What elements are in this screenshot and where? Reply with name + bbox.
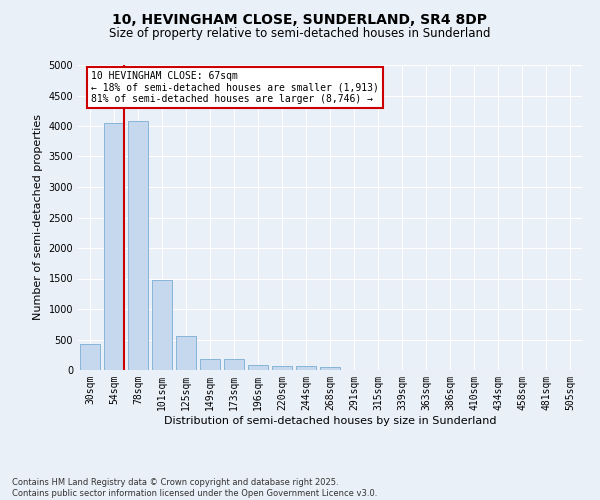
Bar (152, 280, 172, 370)
Bar (128, 121, 148, 370)
Bar (80, 344, 100, 370)
Bar (104, 123, 124, 370)
Y-axis label: Number of semi-detached properties: Number of semi-detached properties (33, 114, 43, 320)
Bar (296, 366, 316, 370)
Text: Contains HM Land Registry data © Crown copyright and database right 2025.
Contai: Contains HM Land Registry data © Crown c… (12, 478, 377, 498)
Text: 10, HEVINGHAM CLOSE, SUNDERLAND, SR4 8DP: 10, HEVINGHAM CLOSE, SUNDERLAND, SR4 8DP (113, 12, 487, 26)
Bar (272, 366, 292, 370)
X-axis label: Distribution of semi-detached houses by size in Sunderland: Distribution of semi-detached houses by … (164, 416, 496, 426)
Bar (320, 366, 340, 370)
Text: 10 HEVINGHAM CLOSE: 67sqm
← 18% of semi-detached houses are smaller (1,913)
81% : 10 HEVINGHAM CLOSE: 67sqm ← 18% of semi-… (91, 71, 379, 104)
Bar (248, 364, 268, 370)
Bar (200, 360, 220, 370)
Bar (224, 360, 244, 370)
Text: Size of property relative to semi-detached houses in Sunderland: Size of property relative to semi-detach… (109, 28, 491, 40)
Bar (176, 336, 196, 370)
